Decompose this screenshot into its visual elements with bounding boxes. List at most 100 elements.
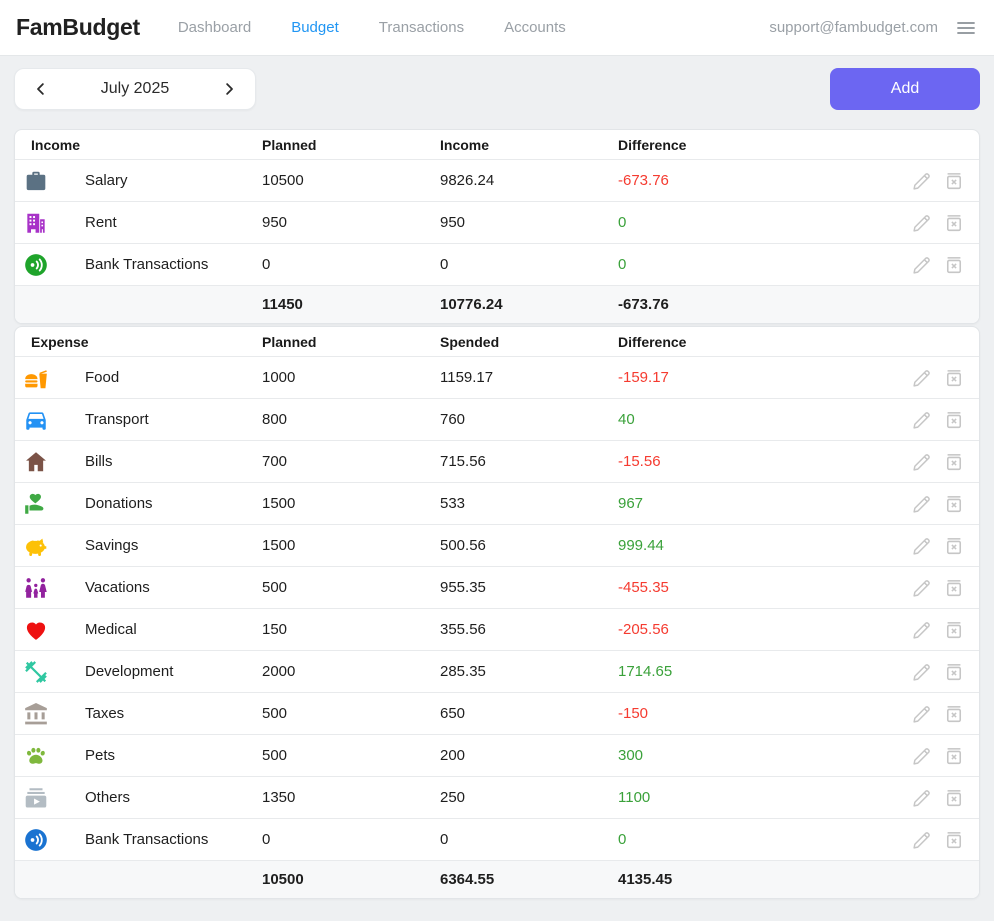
expense-table-header: Expense Planned Spended Difference — [15, 327, 979, 357]
row-label: Others — [85, 789, 131, 806]
paw-icon — [15, 743, 85, 769]
nav-item-transactions[interactable]: Transactions — [378, 19, 465, 36]
edit-icon[interactable] — [911, 577, 933, 599]
nav-item-budget[interactable]: Budget — [291, 19, 339, 36]
table-row-donations: Donations 1500 533 967 — [15, 483, 979, 525]
table-row-bank-transactions: Bank Transactions 0 0 0 — [15, 819, 979, 861]
difference-value: 1100 — [618, 789, 651, 806]
table-row-others: Others 1350 250 1100 — [15, 777, 979, 819]
delete-icon[interactable] — [943, 451, 965, 473]
delete-icon[interactable] — [943, 212, 965, 234]
top-navigation-bar: FamBudget Dashboard Budget Transactions … — [0, 0, 994, 56]
difference-header: Difference — [618, 333, 687, 350]
planned-value: 0 — [262, 831, 271, 848]
delete-icon[interactable] — [943, 170, 965, 192]
actual-value: 9826.24 — [440, 172, 495, 189]
delete-icon[interactable] — [943, 661, 965, 683]
row-label: Vacations — [85, 579, 150, 596]
difference-value: -150 — [618, 705, 649, 722]
nav-item-dashboard[interactable]: Dashboard — [177, 19, 252, 36]
toolbar: July 2025 Add — [0, 56, 994, 110]
delete-icon[interactable] — [943, 703, 965, 725]
fastfood-icon — [15, 365, 85, 391]
edit-icon[interactable] — [911, 745, 933, 767]
planned-value: 950 — [262, 214, 288, 231]
difference-header: Difference — [618, 136, 687, 153]
delete-icon[interactable] — [943, 745, 965, 767]
edit-icon[interactable] — [911, 619, 933, 641]
edit-icon[interactable] — [911, 451, 933, 473]
month-label: July 2025 — [100, 80, 170, 97]
actual-value: 760 — [440, 411, 466, 428]
planned-value: 500 — [262, 747, 288, 764]
actual-value: 955.35 — [440, 579, 486, 596]
difference-value: 0 — [618, 831, 627, 848]
contactless-icon — [15, 827, 85, 853]
delete-icon[interactable] — [943, 367, 965, 389]
month-navigator: July 2025 — [14, 68, 256, 110]
total-actual: 6364.55 — [440, 871, 495, 888]
chevron-left-icon — [37, 83, 44, 95]
difference-value: -159.17 — [618, 369, 669, 386]
car-icon — [15, 407, 85, 433]
nav-item-accounts[interactable]: Accounts — [504, 19, 566, 36]
difference-value: -673.76 — [618, 172, 669, 189]
hand-heart-icon — [15, 491, 85, 517]
planned-value: 500 — [262, 579, 288, 596]
row-label: Pets — [85, 747, 116, 764]
difference-value: 0 — [618, 214, 627, 231]
delete-icon[interactable] — [943, 619, 965, 641]
planned-header: Planned — [262, 136, 317, 153]
delete-icon[interactable] — [943, 829, 965, 851]
table-row-savings: Savings 1500 500.56 999.44 — [15, 525, 979, 567]
planned-value: 1000 — [262, 369, 296, 386]
difference-value: -205.56 — [618, 621, 669, 638]
prev-month-button[interactable] — [21, 69, 61, 109]
actual-value: 0 — [440, 831, 449, 848]
expense-totals-row: 10500 6364.55 4135.45 — [15, 861, 979, 898]
row-label: Rent — [85, 214, 117, 231]
table-row-food: Food 1000 1159.17 -159.17 — [15, 357, 979, 399]
actual-value: 0 — [440, 256, 449, 273]
difference-value: 40 — [618, 411, 635, 428]
briefcase-icon — [15, 168, 85, 194]
table-row-bank-transactions: Bank Transactions 0 0 0 — [15, 244, 979, 286]
delete-icon[interactable] — [943, 254, 965, 276]
next-month-button[interactable] — [209, 69, 249, 109]
difference-value: -15.56 — [618, 453, 661, 470]
edit-icon[interactable] — [911, 170, 933, 192]
user-email[interactable]: support@fambudget.com — [769, 19, 938, 36]
actual-value: 500.56 — [440, 537, 486, 554]
edit-icon[interactable] — [911, 829, 933, 851]
row-label: Salary — [85, 172, 128, 189]
edit-icon[interactable] — [911, 254, 933, 276]
add-button[interactable]: Add — [830, 68, 980, 110]
total-difference: -673.76 — [618, 296, 669, 313]
planned-value: 1500 — [262, 537, 296, 554]
edit-icon[interactable] — [911, 367, 933, 389]
actual-value: 533 — [440, 495, 466, 512]
edit-icon[interactable] — [911, 535, 933, 557]
contactless-icon — [15, 252, 85, 278]
family-icon — [15, 575, 85, 601]
delete-icon[interactable] — [943, 787, 965, 809]
delete-icon[interactable] — [943, 535, 965, 557]
edit-icon[interactable] — [911, 409, 933, 431]
actual-value: 650 — [440, 705, 466, 722]
row-label: Donations — [85, 495, 153, 512]
hamburger-menu-icon[interactable] — [954, 16, 978, 40]
edit-icon[interactable] — [911, 787, 933, 809]
income-table: Income Planned Income Difference Salary … — [14, 129, 980, 324]
subscriptions-icon — [15, 785, 85, 811]
edit-icon[interactable] — [911, 703, 933, 725]
edit-icon[interactable] — [911, 661, 933, 683]
edit-icon[interactable] — [911, 212, 933, 234]
delete-icon[interactable] — [943, 409, 965, 431]
actual-value: 285.35 — [440, 663, 486, 680]
delete-icon[interactable] — [943, 577, 965, 599]
edit-icon[interactable] — [911, 493, 933, 515]
planned-value: 500 — [262, 705, 288, 722]
planned-value: 0 — [262, 256, 271, 273]
delete-icon[interactable] — [943, 493, 965, 515]
table-row-transport: Transport 800 760 40 — [15, 399, 979, 441]
